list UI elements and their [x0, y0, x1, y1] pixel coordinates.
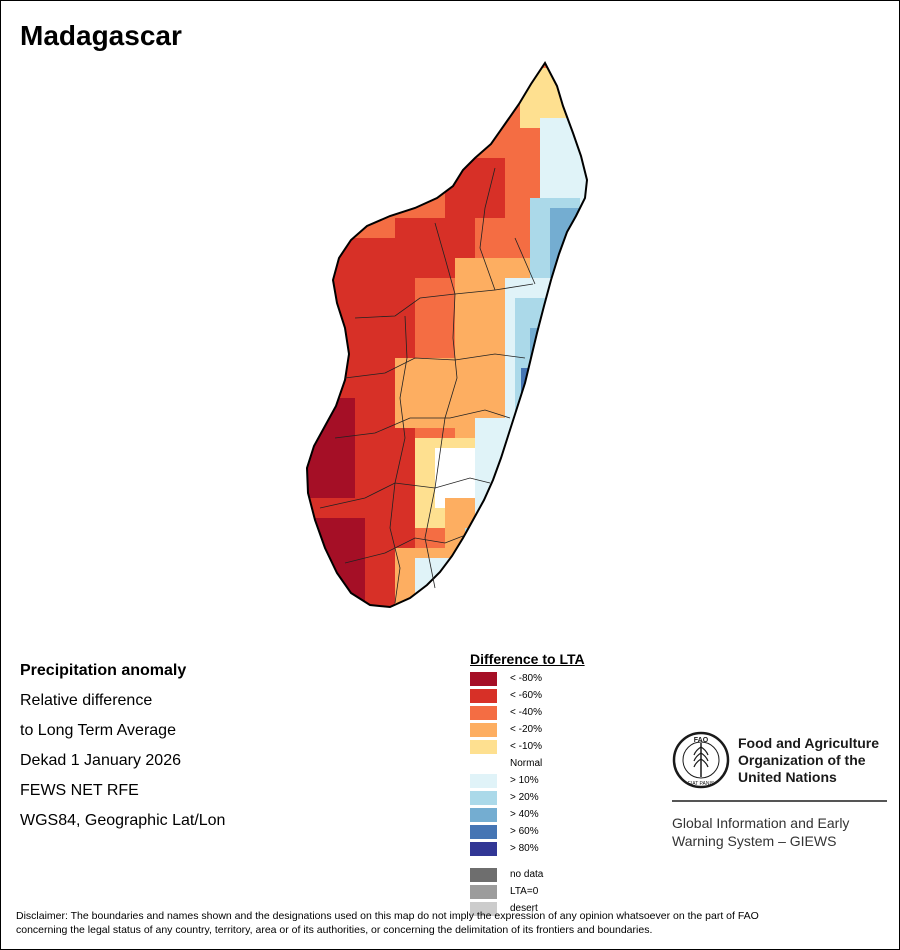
- legend-classes: < -80% < -60% < -40% < -20% < -10% Normal > 10…: [470, 670, 660, 857]
- fao-logo-text: FAO: [694, 737, 709, 744]
- admin-boundaries: [319, 167, 536, 604]
- legend-item: desert: [470, 900, 660, 917]
- legend-label: > 80%: [510, 843, 539, 854]
- giews-line-2: Warning System – GIEWS: [672, 833, 837, 849]
- legend-label: desert: [510, 903, 538, 914]
- fao-logo-motto: FIAT PANIS: [688, 781, 715, 787]
- legend-item: > 60%: [470, 823, 660, 840]
- disclaimer-line-2: concerning the legal status of any count…: [16, 924, 653, 936]
- anomaly-shading: [307, 63, 587, 607]
- info-line-2: to Long Term Average: [20, 722, 176, 739]
- legend-swatch: [470, 722, 497, 737]
- info-line-3: Dekad 1 January 2026: [20, 752, 181, 769]
- legend-item: > 40%: [470, 806, 660, 823]
- legend-swatch: [470, 739, 497, 754]
- disclaimer-line-1: Disclaimer: The boundaries and names sho…: [16, 910, 759, 922]
- legend-item: < -20%: [470, 721, 660, 738]
- legend-swatch: [470, 773, 497, 788]
- legend-swatch: [470, 867, 497, 882]
- legend-label: LTA=0: [510, 886, 539, 897]
- fao-logo-icon: FAO FIAT PANIS: [672, 731, 730, 789]
- legend-swatch: [470, 901, 497, 916]
- legend-item: > 20%: [470, 789, 660, 806]
- legend-swatch: [470, 705, 497, 720]
- legend-swatch: [470, 790, 497, 805]
- legend-label: < -40%: [510, 707, 542, 718]
- legend-swatch: [470, 884, 497, 899]
- anomaly-map: [295, 58, 615, 618]
- legend-swatch: [470, 688, 497, 703]
- fao-divider: [672, 800, 887, 802]
- legend-item: Normal: [470, 755, 660, 772]
- map-info-panel: Precipitation anomaly Relative differenc…: [20, 656, 225, 836]
- madagascar-map-svg: [306, 62, 588, 608]
- map-title: Madagascar: [20, 20, 182, 51]
- legend-item: < -40%: [470, 704, 660, 721]
- fao-name-line-3: United Nations: [738, 769, 837, 785]
- legend-label: Normal: [510, 758, 543, 769]
- legend-extra: no data LTA=0 desert: [470, 866, 660, 917]
- legend-item: LTA=0: [470, 883, 660, 900]
- fao-name-line-2: Organization of the: [738, 752, 866, 768]
- legend-item: > 80%: [470, 840, 660, 857]
- legend-label: > 10%: [510, 775, 539, 786]
- fao-name-line-1: Food and Agriculture: [738, 735, 880, 751]
- giews-line-1: Global Information and Early: [672, 815, 850, 831]
- legend-swatch: [470, 841, 497, 856]
- legend-label: < -60%: [510, 690, 542, 701]
- legend-swatch: [470, 671, 497, 686]
- legend-item: > 10%: [470, 772, 660, 789]
- legend-label: > 20%: [510, 792, 539, 803]
- legend-item: < -10%: [470, 738, 660, 755]
- legend-title: Difference to LTA: [470, 651, 585, 667]
- legend: Difference to LTA < -80% < -60% < -40% < -2…: [470, 651, 660, 917]
- info-line-5: WGS84, Geographic Lat/Lon: [20, 812, 226, 829]
- info-line-1: Relative difference: [20, 692, 153, 709]
- disclaimer: Disclaimer: The boundaries and names sho…: [16, 909, 886, 937]
- legend-item: < -60%: [470, 687, 660, 704]
- fao-organization-name: Food and Agriculture Organization of the…: [738, 735, 879, 786]
- legend-swatch: [470, 824, 497, 839]
- legend-item: no data: [470, 866, 660, 883]
- info-heading: Precipitation anomaly: [20, 662, 187, 679]
- giews-name: Global Information and Early Warning Sys…: [672, 814, 849, 850]
- legend-label: < -10%: [510, 741, 542, 752]
- legend-label: < -80%: [510, 673, 542, 684]
- info-line-4: FEWS NET RFE: [20, 782, 139, 799]
- legend-label: > 40%: [510, 809, 539, 820]
- legend-swatch: [470, 807, 497, 822]
- legend-label: no data: [510, 869, 544, 880]
- legend-label: < -20%: [510, 724, 542, 735]
- legend-item: < -80%: [470, 670, 660, 687]
- legend-label: > 60%: [510, 826, 539, 837]
